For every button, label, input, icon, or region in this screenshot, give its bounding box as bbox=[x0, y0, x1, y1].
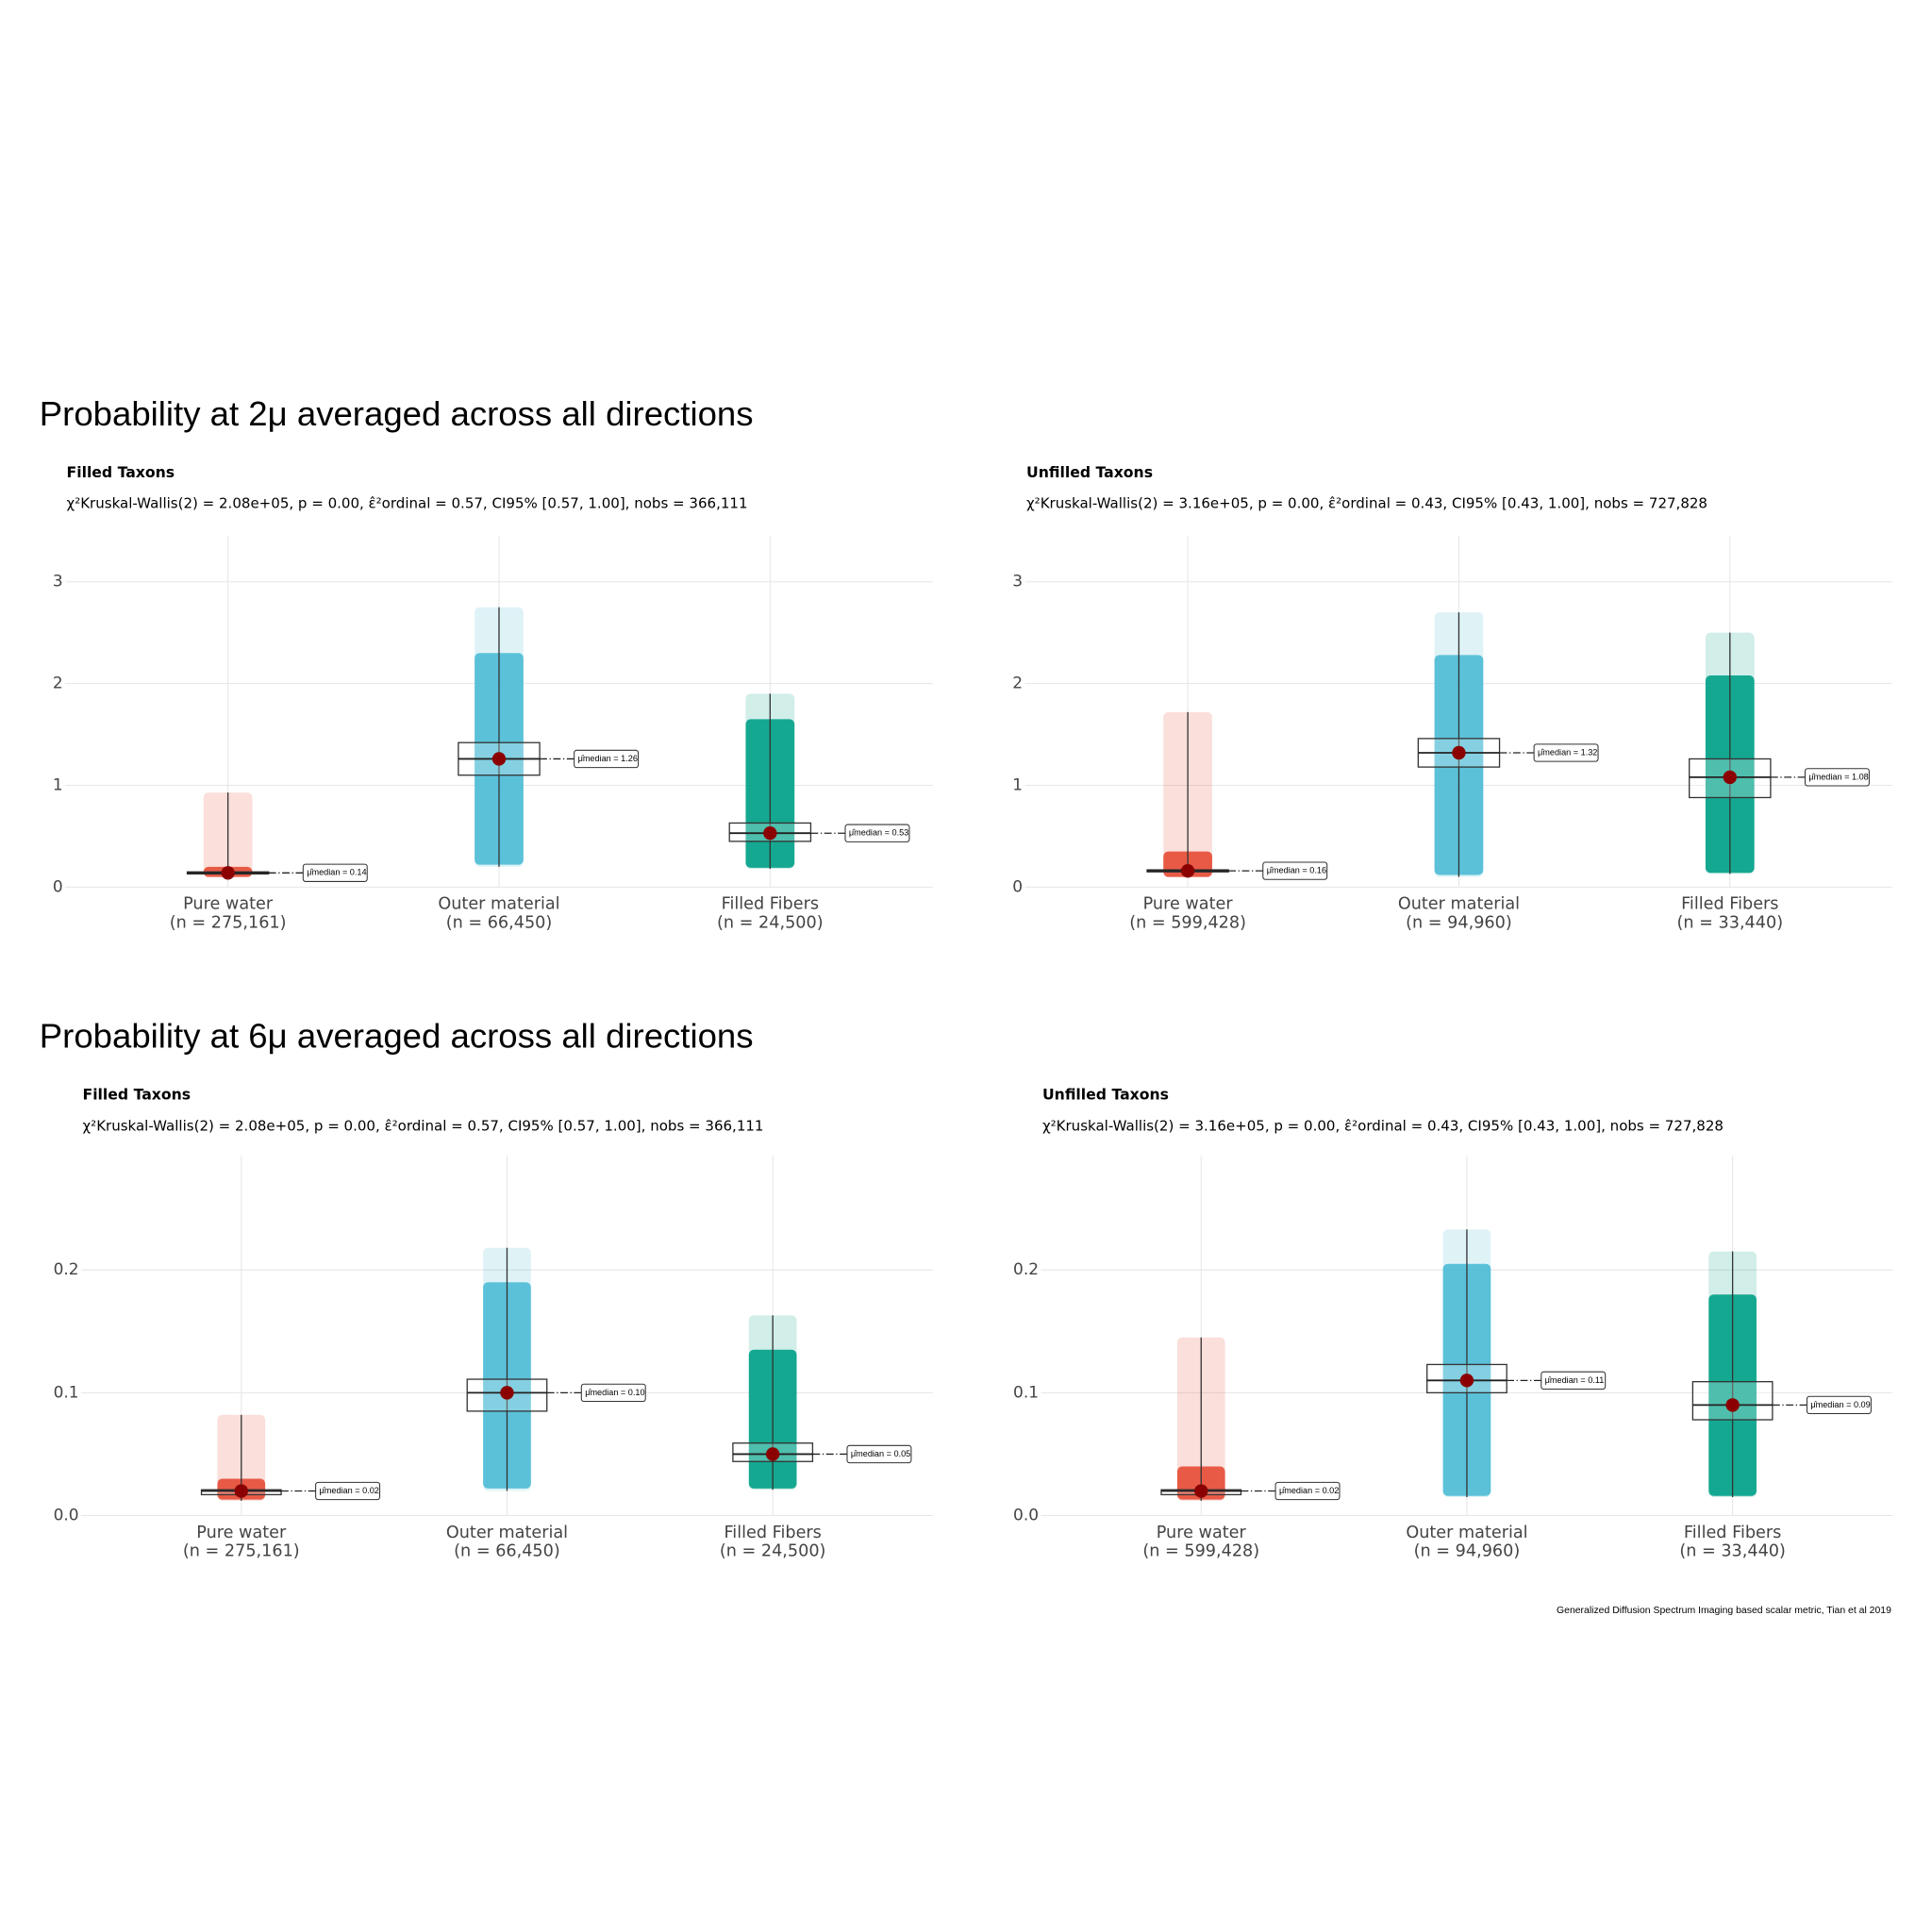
x-tick-label: Pure water bbox=[196, 1524, 287, 1542]
x-tick-count: (n = 94,960) bbox=[1406, 913, 1512, 932]
x-tick-count: (n = 66,450) bbox=[446, 913, 553, 932]
x-tick-label: Outer material bbox=[1406, 1524, 1527, 1542]
y-tick-label: 0.1 bbox=[54, 1383, 79, 1402]
x-tick-count: (n = 599,428) bbox=[1142, 1541, 1259, 1560]
panel-subtitle: χ²Kruskal-Wallis(2) = 3.16e+05, p = 0.00… bbox=[1026, 495, 1707, 512]
x-tick-count: (n = 94,960) bbox=[1414, 1541, 1521, 1560]
median-point bbox=[1459, 1374, 1474, 1388]
panel-subtitle: χ²Kruskal-Wallis(2) = 3.16e+05, p = 0.00… bbox=[1042, 1117, 1724, 1134]
median-label: μ̂median = 1.26 bbox=[578, 754, 638, 763]
median-label: μ̂median = 0.16 bbox=[1267, 866, 1326, 875]
x-tick-count: (n = 33,440) bbox=[1677, 913, 1784, 932]
caption: Generalized Diffusion Spectrum Imaging b… bbox=[1557, 1606, 1891, 1616]
x-tick-label: Pure water bbox=[1143, 895, 1234, 914]
section-title: Probability at 2μ averaged across all di… bbox=[40, 394, 754, 433]
median-point bbox=[763, 826, 777, 841]
y-tick-label: 0.2 bbox=[1013, 1260, 1039, 1279]
x-tick-count: (n = 24,500) bbox=[720, 1541, 826, 1560]
x-tick-count: (n = 24,500) bbox=[717, 913, 824, 932]
median-point bbox=[221, 866, 235, 880]
panel-subtitle: χ²Kruskal-Wallis(2) = 2.08e+05, p = 0.00… bbox=[83, 1117, 764, 1134]
x-tick-label: Outer material bbox=[438, 895, 559, 914]
median-label-box bbox=[574, 749, 640, 769]
y-tick-label: 1 bbox=[53, 776, 63, 795]
y-tick-label: 0 bbox=[53, 877, 63, 896]
median-point bbox=[491, 752, 507, 766]
median-label-box bbox=[580, 1383, 646, 1403]
panel-title: Filled Taxons bbox=[67, 463, 175, 481]
y-tick-label: 2 bbox=[53, 675, 63, 693]
y-tick-label: 0.2 bbox=[54, 1260, 79, 1279]
median-label-box bbox=[1262, 861, 1328, 880]
median-point bbox=[1725, 1398, 1740, 1412]
median-point bbox=[1723, 770, 1737, 785]
x-tick-label: Filled Fibers bbox=[724, 1524, 821, 1542]
panel-title: Filled Taxons bbox=[83, 1086, 192, 1104]
median-label-box bbox=[302, 863, 368, 882]
y-tick-label: 0.0 bbox=[54, 1507, 79, 1525]
x-tick-count: (n = 275,161) bbox=[170, 913, 287, 932]
median-point bbox=[234, 1484, 248, 1498]
section-title: Probability at 6μ averaged across all di… bbox=[40, 1017, 754, 1056]
y-tick-label: 0.1 bbox=[1013, 1383, 1039, 1402]
median-point bbox=[765, 1447, 780, 1461]
x-tick-label: Outer material bbox=[446, 1524, 568, 1542]
x-tick-label: Pure water bbox=[1157, 1524, 1247, 1542]
x-tick-count: (n = 33,440) bbox=[1679, 1541, 1786, 1560]
median-label: μ̂median = 0.09 bbox=[1810, 1400, 1870, 1409]
median-label-box bbox=[1804, 768, 1870, 787]
y-tick-label: 3 bbox=[53, 573, 63, 591]
median-label: μ̂median = 1.08 bbox=[1808, 772, 1868, 781]
x-tick-label: Filled Fibers bbox=[1681, 895, 1778, 914]
panel-title: Unfilled Taxons bbox=[1042, 1086, 1169, 1104]
median-label-box bbox=[315, 1481, 381, 1501]
y-tick-label: 0 bbox=[1012, 877, 1023, 896]
x-tick-count: (n = 599,428) bbox=[1129, 913, 1246, 932]
x-tick-count: (n = 275,161) bbox=[183, 1541, 300, 1560]
x-tick-label: Pure water bbox=[183, 895, 274, 914]
median-label-box bbox=[1533, 743, 1599, 762]
median-label: μ̂median = 0.02 bbox=[320, 1486, 379, 1495]
median-label: μ̂median = 0.53 bbox=[849, 828, 908, 838]
median-label: μ̂median = 0.14 bbox=[307, 868, 366, 877]
y-tick-label: 1 bbox=[1012, 776, 1023, 795]
panel-title: Unfilled Taxons bbox=[1026, 463, 1153, 481]
x-tick-label: Filled Fibers bbox=[722, 895, 819, 914]
panel-subtitle: χ²Kruskal-Wallis(2) = 2.08e+05, p = 0.00… bbox=[67, 495, 748, 512]
median-label: μ̂median = 0.05 bbox=[851, 1449, 910, 1458]
median-label: μ̂median = 1.32 bbox=[1538, 747, 1597, 757]
median-label: μ̂median = 0.10 bbox=[585, 1388, 644, 1397]
x-tick-label: Filled Fibers bbox=[1684, 1524, 1781, 1542]
median-label-box bbox=[846, 1444, 912, 1464]
median-point bbox=[1180, 863, 1195, 878]
x-tick-count: (n = 66,450) bbox=[454, 1541, 560, 1560]
median-label: μ̂median = 0.02 bbox=[1279, 1486, 1339, 1495]
median-label-box bbox=[844, 824, 910, 842]
y-tick-label: 2 bbox=[1012, 675, 1023, 693]
median-label-box bbox=[1806, 1395, 1872, 1415]
x-tick-label: Outer material bbox=[1398, 895, 1520, 914]
y-tick-label: 0.0 bbox=[1013, 1507, 1039, 1525]
y-tick-label: 3 bbox=[1012, 573, 1023, 591]
median-point bbox=[1452, 745, 1466, 760]
median-label-box bbox=[1541, 1371, 1607, 1391]
median-point bbox=[500, 1386, 514, 1400]
median-label: μ̂median = 0.11 bbox=[1545, 1375, 1605, 1385]
median-label-box bbox=[1274, 1481, 1341, 1501]
median-point bbox=[1194, 1484, 1208, 1498]
